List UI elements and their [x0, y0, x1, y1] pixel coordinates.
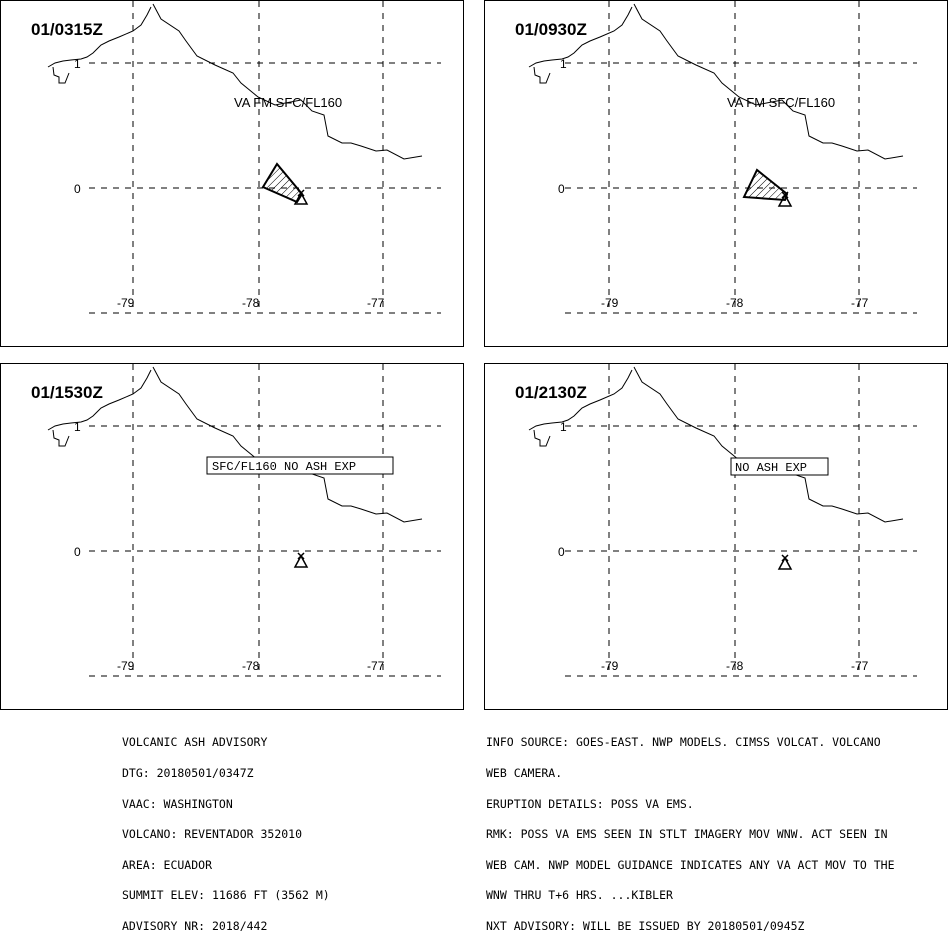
advisory-line: VOLCANO: REVENTADOR 352010	[122, 829, 330, 839]
lat-tick-1: 1	[74, 57, 81, 71]
coastline	[634, 4, 903, 159]
lon-tick-78: -78	[242, 296, 260, 310]
ash-cloud-area	[744, 170, 787, 200]
lon-tick-79: -79	[601, 659, 619, 673]
map-canvas: 01/0930Z VA FM SFC/FL160 0 1 -79 -78 -77	[485, 1, 948, 347]
lat-tick-1: 1	[74, 420, 81, 434]
advisory-remarks: INFO SOURCE: GOES-EAST. NWP MODELS. CIMS…	[486, 717, 895, 941]
ash-label: NO ASH EXP	[735, 461, 807, 475]
lon-tick-77: -77	[367, 659, 385, 673]
advisory-line: ERUPTION DETAILS: POSS VA EMS.	[486, 799, 895, 809]
advisory-line: RMK: POSS VA EMS SEEN IN STLT IMAGERY MO…	[486, 829, 895, 839]
lon-tick-77: -77	[851, 659, 869, 673]
lat-tick-1: 1	[560, 420, 567, 434]
coastline-west-2	[53, 430, 69, 446]
advisory-line: WEB CAM. NWP MODEL GUIDANCE INDICATES AN…	[486, 860, 895, 870]
lon-tick-79: -79	[601, 296, 619, 310]
valid-time: 01/1530Z	[31, 383, 103, 402]
grid-lines	[89, 364, 441, 676]
lon-tick-78: -78	[242, 659, 260, 673]
coastline	[153, 367, 422, 522]
lon-tick-78: -78	[726, 659, 744, 673]
ash-label: VA FM SFC/FL160	[727, 95, 835, 110]
ash-label: VA FM SFC/FL160	[234, 95, 342, 110]
valid-time: 01/0315Z	[31, 20, 103, 39]
valid-time: 01/2130Z	[515, 383, 587, 402]
advisory-line: SUMMIT ELEV: 11686 FT (3562 M)	[122, 890, 330, 900]
advisory-line: WEB CAMERA.	[486, 768, 895, 778]
grid-lines	[565, 364, 917, 676]
lat-tick-0: 0	[74, 182, 81, 196]
advisory-header: VOLCANIC ASH ADVISORY DTG: 20180501/0347…	[122, 717, 330, 941]
lat-tick-0: 0	[74, 545, 81, 559]
advisory-line: NXT ADVISORY: WILL BE ISSUED BY 20180501…	[486, 921, 895, 931]
advisory-line: WNW THRU T+6 HRS. ...KIBLER	[486, 890, 895, 900]
advisory-line: VAAC: WASHINGTON	[122, 799, 330, 809]
lat-tick-1: 1	[560, 57, 567, 71]
advisory-line: ADVISORY NR: 2018/442	[122, 921, 330, 931]
lat-tick-0: 0	[558, 545, 565, 559]
ash-label: SFC/FL160 NO ASH EXP	[212, 460, 356, 474]
map-canvas: 01/2130Z NO ASH EXP 1 0 -79 -78 -77	[485, 364, 948, 710]
map-panel-4: 01/2130Z NO ASH EXP 1 0 -79 -78 -77	[484, 363, 948, 710]
lon-tick-77: -77	[851, 296, 869, 310]
lat-tick-0: 0	[558, 182, 565, 196]
coastline	[153, 4, 422, 159]
volcano-icon	[295, 553, 307, 567]
coastline-west-2	[534, 430, 550, 446]
map-panel-2: 01/0930Z VA FM SFC/FL160 0 1 -79 -78 -77	[484, 0, 948, 347]
map-canvas: 01/0315Z VA FM SFC/FL160 1 0 -79 -78 -77	[1, 1, 464, 347]
map-canvas: 01/1530Z SFC/FL160 NO ASH EXP 1 0 -79 -7…	[1, 364, 464, 710]
coastline-west-2	[534, 67, 550, 83]
grid-lines	[565, 1, 917, 313]
grid-lines	[89, 1, 441, 313]
ash-cloud-area	[263, 164, 302, 202]
lon-tick-78: -78	[726, 296, 744, 310]
advisory-line: DTG: 20180501/0347Z	[122, 768, 330, 778]
advisory-line: INFO SOURCE: GOES-EAST. NWP MODELS. CIMS…	[486, 737, 895, 747]
advisory-line: VOLCANIC ASH ADVISORY	[122, 737, 330, 747]
advisory-line: AREA: ECUADOR	[122, 860, 330, 870]
map-panel-3: 01/1530Z SFC/FL160 NO ASH EXP 1 0 -79 -7…	[0, 363, 464, 710]
volcano-icon	[779, 555, 791, 569]
coastline-west-2	[53, 67, 69, 83]
valid-time: 01/0930Z	[515, 20, 587, 39]
lon-tick-79: -79	[117, 659, 135, 673]
lon-tick-79: -79	[117, 296, 135, 310]
map-panel-1: 01/0315Z VA FM SFC/FL160 1 0 -79 -78 -77	[0, 0, 464, 347]
lon-tick-77: -77	[367, 296, 385, 310]
coastline	[634, 367, 903, 522]
